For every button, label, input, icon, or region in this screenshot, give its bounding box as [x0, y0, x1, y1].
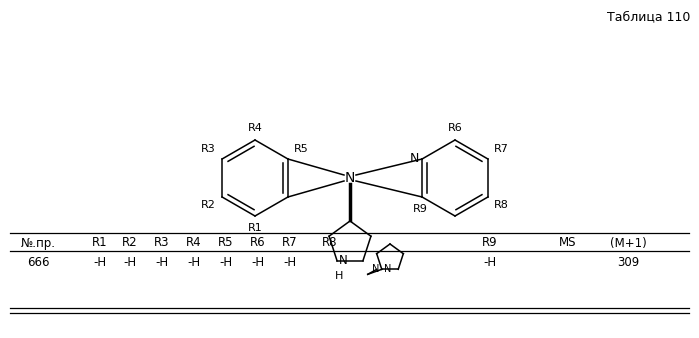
- Text: R9: R9: [482, 237, 498, 249]
- Text: R7: R7: [282, 237, 298, 249]
- Text: R3: R3: [154, 237, 170, 249]
- Text: -H: -H: [484, 257, 496, 269]
- Text: -H: -H: [283, 257, 296, 269]
- Text: R9: R9: [412, 204, 428, 214]
- Text: R2: R2: [122, 237, 138, 249]
- Text: N: N: [345, 171, 355, 185]
- Text: R8: R8: [494, 200, 509, 210]
- Text: 309: 309: [617, 257, 639, 269]
- Text: -H: -H: [252, 257, 264, 269]
- Text: R7: R7: [494, 144, 509, 154]
- Text: 666: 666: [27, 257, 49, 269]
- Text: N: N: [339, 254, 348, 267]
- Text: R5: R5: [294, 144, 309, 154]
- Text: -H: -H: [155, 257, 168, 269]
- Text: R4: R4: [247, 123, 262, 133]
- Text: R3: R3: [201, 144, 216, 154]
- Text: -H: -H: [219, 257, 233, 269]
- Text: N: N: [373, 264, 380, 274]
- Text: N: N: [384, 264, 391, 274]
- Text: R6: R6: [250, 237, 266, 249]
- Text: R4: R4: [186, 237, 202, 249]
- Text: N: N: [410, 152, 419, 166]
- Text: MS: MS: [559, 237, 577, 249]
- Text: R1: R1: [92, 237, 108, 249]
- Text: -H: -H: [187, 257, 201, 269]
- Text: R8: R8: [322, 237, 338, 249]
- Text: R6: R6: [447, 123, 462, 133]
- Text: -H: -H: [94, 257, 106, 269]
- Text: (M+1): (M+1): [610, 237, 647, 249]
- Text: R2: R2: [201, 200, 216, 210]
- Text: R5: R5: [218, 237, 233, 249]
- Text: -H: -H: [124, 257, 136, 269]
- Text: №.пр.: №.пр.: [20, 237, 55, 249]
- Text: Таблица 110: Таблица 110: [607, 10, 690, 23]
- Text: H: H: [335, 271, 343, 281]
- Text: R1: R1: [247, 223, 262, 233]
